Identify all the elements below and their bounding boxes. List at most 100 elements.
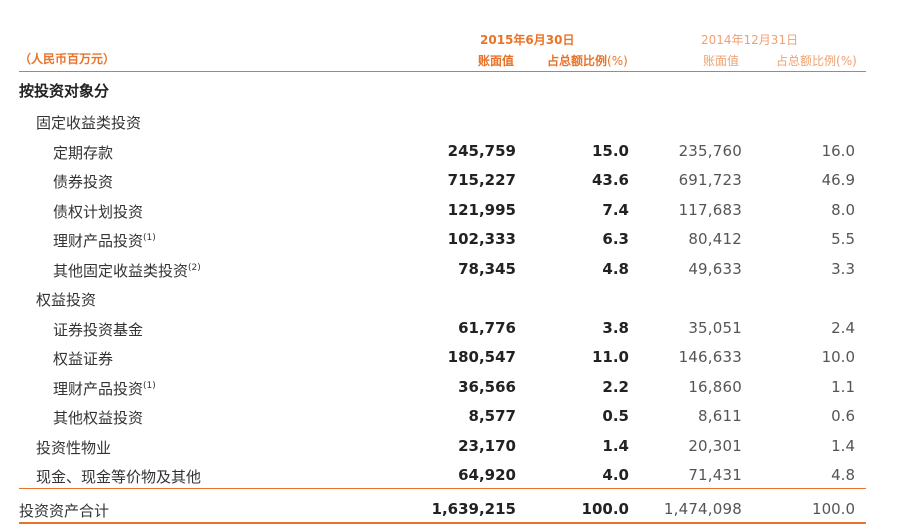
row-label-text: 债权计划投资 — [53, 202, 144, 221]
cur-book-value: 78,345 — [458, 259, 516, 278]
cur-book-value: 715,227 — [447, 171, 516, 189]
row-label-text: 现金、现金等价物及其他 — [36, 468, 202, 486]
col-cur-percent-suffix: (%) — [607, 54, 628, 68]
row-label-text: 理财产品投资 — [53, 232, 144, 250]
row-footnote: (1) — [143, 380, 156, 391]
row-label-text: 理财产品投资 — [53, 379, 144, 398]
cur-book-value: 23,170 — [458, 436, 516, 455]
prev-book-value: 235,760 — [678, 141, 742, 160]
table-row: 定期存款 245,759 15.0 235,760 16.0 — [0, 142, 900, 171]
table-row: 其他权益投资 8,577 0.5 8,611 0.6 — [0, 407, 900, 436]
row-label: 债权计划投资 — [53, 201, 143, 222]
col-prev-book-value: 账面值 — [703, 54, 740, 68]
col-cur-percent: 占总额比例(%) — [547, 52, 628, 69]
table-row: 权益投资 — [0, 289, 900, 318]
table-row: 理财产品投资(1) 36,566 2.2 16,860 1.1 — [0, 378, 900, 407]
cur-percent: 4.8 — [602, 259, 629, 278]
row-footnote: (2) — [188, 262, 201, 273]
cur-book-value: 102,333 — [447, 230, 516, 248]
row-label: 债券投资 — [53, 171, 113, 192]
cur-percent: 43.6 — [591, 171, 629, 189]
total-prev-pct: 100.0 — [812, 500, 855, 518]
cur-percent: 11.0 — [591, 348, 629, 366]
cur-book-value: 61,776 — [458, 318, 516, 337]
table-row: 投资性物业 23,170 1.4 20,301 1.4 — [0, 437, 900, 466]
row-label: 证券投资基金 — [53, 319, 143, 340]
col-prev-percent: 占总额比例(%) — [776, 52, 857, 69]
total-cur-pct: 100.0 — [581, 500, 629, 518]
row-label-text: 固定收益类投资 — [36, 114, 142, 132]
cur-percent: 0.5 — [602, 407, 629, 425]
table-row: 债券投资 715,227 43.6 691,723 46.9 — [0, 171, 900, 200]
row-label: 理财产品投资(1) — [53, 230, 156, 251]
prev-percent: 2.4 — [831, 318, 855, 337]
row-label: 现金、现金等价物及其他 — [36, 466, 201, 487]
row-label-text: 投资性物业 — [36, 438, 112, 457]
row-label-text: 债券投资 — [53, 173, 114, 191]
cur-percent: 15.0 — [591, 141, 629, 160]
row-label: 投资性物业 — [36, 437, 111, 458]
prev-book-value: 35,051 — [688, 318, 742, 337]
row-footnote: (1) — [143, 233, 156, 243]
prev-percent: 46.9 — [821, 171, 855, 189]
row-label: 其他权益投资 — [53, 407, 143, 428]
total-label: 投资资产合计 — [19, 502, 110, 520]
prev-percent: 1.1 — [831, 377, 855, 396]
total-top-rule — [19, 488, 866, 489]
row-label-text: 定期存款 — [53, 143, 114, 162]
prev-book-value: 71,431 — [688, 466, 742, 484]
prev-percent: 10.0 — [821, 348, 855, 366]
row-label: 理财产品投资(1) — [53, 378, 156, 399]
row-label-text: 权益证券 — [53, 350, 114, 368]
row-label: 权益投资 — [36, 289, 96, 310]
row-label-text: 其他权益投资 — [53, 409, 144, 427]
total-row: 投资资产合计 1,639,215 100.0 1,474,098 100.0 — [0, 500, 900, 529]
prev-book-value: 16,860 — [688, 377, 742, 396]
table-row: 固定收益类投资 — [0, 112, 900, 141]
prev-percent: 0.6 — [831, 407, 855, 425]
cur-percent: 3.8 — [602, 318, 629, 337]
prev-percent: 1.4 — [831, 436, 855, 455]
table-row: 证券投资基金 61,776 3.8 35,051 2.4 — [0, 319, 900, 348]
prev-book-value: 8,611 — [698, 407, 742, 425]
prev-book-value: 80,412 — [688, 230, 742, 248]
cur-book-value: 64,920 — [458, 466, 516, 484]
total-bottom-rule — [19, 522, 866, 524]
period-previous-header: 2014年12月31日 — [701, 33, 799, 47]
cur-book-value: 245,759 — [447, 141, 516, 160]
row-label: 固定收益类投资 — [36, 112, 141, 133]
cur-book-value: 121,995 — [447, 200, 516, 219]
prev-book-value: 20,301 — [688, 436, 742, 455]
cur-percent: 7.4 — [602, 200, 629, 219]
col-prev-percent-label: 占总额比例 — [776, 54, 837, 68]
row-label-text: 其他固定收益类投资 — [53, 261, 189, 280]
cur-book-value: 180,547 — [447, 348, 516, 366]
cur-book-value: 36,566 — [458, 377, 516, 396]
row-label: 权益证券 — [53, 348, 113, 369]
period-current-header: 2015年6月30日 — [480, 33, 575, 47]
table-row: 理财产品投资(1) 102,333 6.3 80,412 5.5 — [0, 230, 900, 259]
section-title: 按投资对象分 — [19, 82, 110, 100]
table-row: 其他固定收益类投资(2) 78,345 4.8 49,633 3.3 — [0, 260, 900, 289]
cur-percent: 4.0 — [602, 466, 629, 484]
prev-book-value: 117,683 — [678, 200, 742, 219]
prev-percent: 3.3 — [831, 259, 855, 278]
cur-book-value: 8,577 — [468, 407, 516, 425]
prev-book-value: 146,633 — [678, 348, 742, 366]
prev-percent: 16.0 — [821, 141, 855, 160]
cur-percent: 2.2 — [602, 377, 629, 396]
prev-percent: 5.5 — [831, 230, 855, 248]
row-label-text: 证券投资基金 — [53, 320, 144, 339]
table-row: 现金、现金等价物及其他 64,920 4.0 71,431 4.8 — [0, 466, 900, 495]
unit-label: （人民币百万元） — [19, 52, 116, 66]
prev-book-value: 691,723 — [678, 171, 742, 189]
row-label-text: 权益投资 — [36, 291, 97, 309]
col-cur-book-value: 账面值 — [478, 54, 515, 68]
header-rule — [19, 71, 866, 72]
total-prev-value: 1,474,098 — [663, 500, 742, 518]
table-row: 权益证券 180,547 11.0 146,633 10.0 — [0, 348, 900, 377]
total-cur-value: 1,639,215 — [431, 500, 516, 518]
col-cur-percent-label: 占总额比例 — [547, 54, 608, 68]
prev-percent: 8.0 — [831, 200, 855, 219]
col-prev-percent-suffix: (%) — [836, 54, 857, 68]
